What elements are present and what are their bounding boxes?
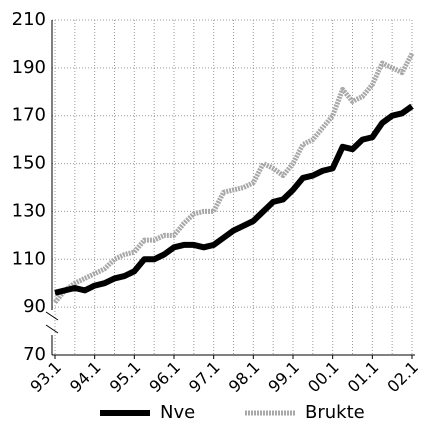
y-tick-label: 150 <box>12 153 46 174</box>
y-tick-label: 90 <box>23 296 46 317</box>
series-line <box>54 103 414 296</box>
y-tick-label: 190 <box>12 57 46 78</box>
x-tick-label: 01.1 <box>344 358 383 397</box>
axis-break <box>45 311 59 321</box>
y-tick-label: 110 <box>12 248 46 269</box>
x-tick-label: 02.1 <box>383 358 422 397</box>
x-tick-label: 99.1 <box>264 358 303 397</box>
x-tick-label: 94.1 <box>66 358 105 397</box>
x-tick-label: 95.1 <box>106 358 145 397</box>
x-tick-label: 00.1 <box>304 358 343 397</box>
legend-label: Brukte <box>305 402 365 423</box>
x-tick-label: 96.1 <box>145 358 184 397</box>
axis-break <box>45 324 59 334</box>
y-tick-label: 210 <box>12 9 46 30</box>
y-tick-label: 130 <box>12 200 46 221</box>
y-tick-label: 70 <box>23 344 46 365</box>
x-tick-label: 98.1 <box>225 358 264 397</box>
series-line <box>53 52 415 304</box>
legend-label: Nve <box>160 402 195 423</box>
x-tick-label: 97.1 <box>185 358 224 397</box>
y-tick-label: 170 <box>12 105 46 126</box>
